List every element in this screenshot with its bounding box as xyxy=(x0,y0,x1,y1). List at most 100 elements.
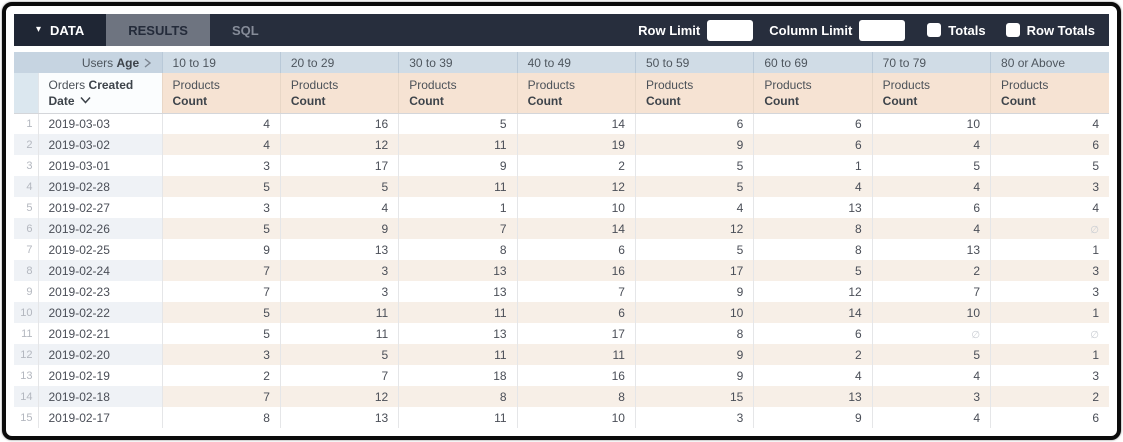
value-cell[interactable]: 2 xyxy=(871,260,991,281)
value-cell[interactable]: 5 xyxy=(161,176,281,197)
value-cell[interactable]: 9 xyxy=(753,407,873,428)
date-cell[interactable]: 2019-02-25 xyxy=(37,239,163,260)
value-cell[interactable]: 14 xyxy=(516,218,636,239)
value-cell[interactable]: 8 xyxy=(753,239,873,260)
value-cell[interactable]: 1 xyxy=(990,302,1109,323)
pivot-header-60-to-69[interactable]: 60 to 69 xyxy=(753,52,873,73)
date-cell[interactable]: 2019-02-24 xyxy=(37,260,163,281)
value-cell[interactable]: 3 xyxy=(161,197,281,218)
value-cell[interactable]: 11 xyxy=(516,344,636,365)
value-cell[interactable]: 10 xyxy=(871,302,991,323)
value-cell[interactable]: 5 xyxy=(871,344,991,365)
value-cell[interactable]: 16 xyxy=(279,113,399,134)
value-cell[interactable]: 4 xyxy=(634,197,754,218)
row-totals-toggle[interactable]: Row Totals xyxy=(1005,23,1095,38)
value-cell[interactable]: 17 xyxy=(516,323,636,344)
value-cell[interactable]: 7 xyxy=(161,260,281,281)
measure-header-products-count[interactable]: Products Count xyxy=(279,73,399,114)
value-cell[interactable]: 11 xyxy=(279,323,399,344)
value-cell[interactable]: 7 xyxy=(516,281,636,302)
measure-header-products-count[interactable]: Products Count xyxy=(753,73,873,114)
value-cell[interactable]: 17 xyxy=(279,155,399,176)
measure-header-products-count[interactable]: Products Count xyxy=(634,73,754,114)
value-cell[interactable]: 8 xyxy=(398,386,518,407)
value-cell[interactable]: 6 xyxy=(634,113,754,134)
value-cell[interactable]: 11 xyxy=(398,344,518,365)
value-cell[interactable]: 13 xyxy=(279,239,399,260)
value-cell[interactable]: 13 xyxy=(753,386,873,407)
value-cell[interactable]: 5 xyxy=(634,239,754,260)
value-cell[interactable]: 9 xyxy=(279,218,399,239)
row-totals-checkbox[interactable] xyxy=(1005,23,1020,37)
value-cell[interactable]: 1 xyxy=(990,239,1109,260)
date-cell[interactable]: 2019-03-01 xyxy=(37,155,163,176)
value-cell[interactable]: 12 xyxy=(634,218,754,239)
value-cell[interactable]: 7 xyxy=(161,281,281,302)
value-cell[interactable]: 5 xyxy=(279,344,399,365)
value-cell[interactable]: 3 xyxy=(990,365,1109,386)
value-cell[interactable]: 8 xyxy=(516,386,636,407)
pivot-header-10-to-19[interactable]: 10 to 19 xyxy=(161,52,281,73)
value-cell[interactable]: 1 xyxy=(990,344,1109,365)
column-limit-input[interactable] xyxy=(859,19,906,41)
date-cell[interactable]: 2019-02-23 xyxy=(37,281,163,302)
value-cell[interactable]: 2 xyxy=(516,155,636,176)
value-cell[interactable]: 5 xyxy=(161,218,281,239)
value-cell[interactable]: 3 xyxy=(871,386,991,407)
value-cell[interactable]: 17 xyxy=(634,260,754,281)
pivot-header-20-to-29[interactable]: 20 to 29 xyxy=(279,52,399,73)
value-cell[interactable]: 6 xyxy=(753,113,873,134)
value-cell[interactable]: 2 xyxy=(753,344,873,365)
value-cell[interactable]: 5 xyxy=(161,323,281,344)
value-cell[interactable]: 4 xyxy=(871,218,991,239)
value-cell[interactable]: 3 xyxy=(990,260,1109,281)
pivot-header-80-or-above[interactable]: 80 or Above xyxy=(990,52,1109,73)
date-cell[interactable]: 2019-03-02 xyxy=(37,134,163,155)
value-cell[interactable]: 9 xyxy=(634,134,754,155)
value-cell[interactable]: 4 xyxy=(161,113,281,134)
value-cell[interactable]: 5 xyxy=(634,176,754,197)
value-cell[interactable]: 10 xyxy=(516,407,636,428)
value-cell[interactable]: 12 xyxy=(753,281,873,302)
pivot-header-50-to-59[interactable]: 50 to 59 xyxy=(634,52,754,73)
value-cell[interactable]: 10 xyxy=(516,197,636,218)
value-cell[interactable]: 3 xyxy=(990,176,1109,197)
value-cell[interactable]: 2 xyxy=(161,365,281,386)
value-cell[interactable]: ∅ xyxy=(871,323,991,344)
value-cell[interactable]: 10 xyxy=(634,302,754,323)
value-cell[interactable]: 6 xyxy=(990,134,1109,155)
totals-checkbox[interactable] xyxy=(927,23,942,37)
value-cell[interactable]: ∅ xyxy=(990,218,1109,239)
value-cell[interactable]: 9 xyxy=(634,344,754,365)
value-cell[interactable]: 13 xyxy=(753,197,873,218)
value-cell[interactable]: 11 xyxy=(398,134,518,155)
date-cell[interactable]: 2019-02-26 xyxy=(37,218,163,239)
value-cell[interactable]: 5 xyxy=(871,155,991,176)
value-cell[interactable]: 12 xyxy=(279,386,399,407)
value-cell[interactable]: 4 xyxy=(990,197,1109,218)
date-cell[interactable]: 2019-02-20 xyxy=(37,344,163,365)
value-cell[interactable]: 13 xyxy=(398,281,518,302)
value-cell[interactable]: 16 xyxy=(516,365,636,386)
measure-header-products-count[interactable]: Products Count xyxy=(516,73,636,114)
value-cell[interactable]: 8 xyxy=(398,239,518,260)
value-cell[interactable]: 6 xyxy=(516,302,636,323)
date-cell[interactable]: 2019-02-19 xyxy=(37,365,163,386)
value-cell[interactable]: 8 xyxy=(634,323,754,344)
value-cell[interactable]: 5 xyxy=(398,113,518,134)
date-cell[interactable]: 2019-02-17 xyxy=(37,407,163,428)
pivot-header-70-to-79[interactable]: 70 to 79 xyxy=(871,52,991,73)
value-cell[interactable]: 12 xyxy=(516,176,636,197)
value-cell[interactable]: 16 xyxy=(516,260,636,281)
date-cell[interactable]: 2019-02-27 xyxy=(37,197,163,218)
value-cell[interactable]: 10 xyxy=(871,113,991,134)
tab-data[interactable]: ▾ DATA xyxy=(14,14,107,46)
value-cell[interactable]: 14 xyxy=(516,113,636,134)
value-cell[interactable]: 14 xyxy=(753,302,873,323)
value-cell[interactable]: 11 xyxy=(398,302,518,323)
measure-header-products-count[interactable]: Products Count xyxy=(871,73,991,114)
value-cell[interactable]: 11 xyxy=(279,302,399,323)
date-cell[interactable]: 2019-02-18 xyxy=(37,386,163,407)
row-dimension-header[interactable]: Orders Created Date xyxy=(37,73,163,114)
value-cell[interactable]: 9 xyxy=(161,239,281,260)
